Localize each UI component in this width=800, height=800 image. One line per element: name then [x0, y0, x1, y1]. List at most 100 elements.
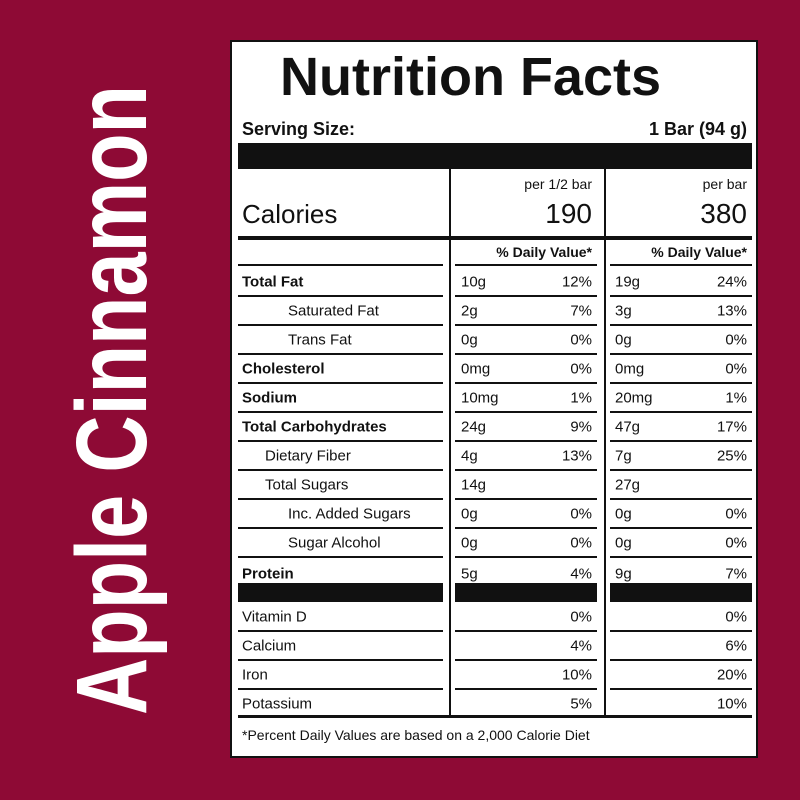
row-rule — [610, 556, 752, 558]
nutrient-amount: 20mg — [615, 389, 653, 407]
vitamin-dv: 6% — [725, 637, 747, 655]
row-rule — [238, 295, 443, 297]
nutrient-name: Total Carbohydrates — [242, 418, 387, 436]
row-rule — [610, 469, 752, 471]
nutrient-name: Inc. Added Sugars — [288, 505, 411, 523]
calories-label: Calories — [242, 199, 338, 229]
row-rule — [455, 556, 597, 558]
row-rule — [610, 659, 752, 661]
row-rule — [455, 688, 597, 690]
nutrient-dv: 0% — [570, 360, 592, 378]
nutrient-dv: 0% — [570, 505, 592, 523]
thick-rule — [238, 236, 752, 240]
nutrient-amount: 0g — [615, 534, 632, 552]
nutrient-dv: 7% — [725, 565, 747, 583]
row-rule — [610, 264, 752, 266]
nutrient-dv: 1% — [725, 389, 747, 407]
serving-label: Serving Size: — [242, 119, 356, 139]
nutrient-dv: 9% — [570, 418, 592, 436]
row-rule — [238, 411, 443, 413]
row-rule — [610, 498, 752, 500]
row-rule — [610, 295, 752, 297]
nutrient-name: Total Sugars — [265, 476, 349, 494]
column-divider — [449, 169, 451, 717]
vitamin-name: Iron — [242, 666, 268, 684]
nutrient-name: Cholesterol — [242, 360, 325, 378]
vitamin-dv: 4% — [570, 637, 592, 655]
nutrient-amount: 24g — [461, 418, 487, 436]
nutrient-name: Trans Fat — [288, 331, 352, 349]
nutrient-amount: 3g — [615, 302, 632, 320]
row-rule — [238, 382, 443, 384]
nutrient-amount: 47g — [615, 418, 641, 436]
vitamin-name: Vitamin D — [242, 608, 307, 626]
nutrient-amount: 7g — [615, 447, 632, 465]
row-rule — [238, 688, 443, 690]
nutrient-amount: 2g — [461, 302, 478, 320]
row-rule — [455, 527, 597, 529]
row-rule — [610, 382, 752, 384]
row-rule — [610, 440, 752, 442]
nutrient-amount: 0g — [615, 331, 632, 349]
thick-bar — [238, 143, 752, 169]
nutrient-dv: 0% — [725, 534, 747, 552]
nutrient-amount: 27g — [615, 476, 641, 494]
row-rule — [610, 411, 752, 413]
vitamin-name: Calcium — [242, 637, 297, 655]
nutrient-dv: 0% — [725, 360, 747, 378]
nutrient-amount: 0g — [461, 534, 478, 552]
vitamin-dv: 10% — [716, 695, 747, 713]
row-rule — [238, 469, 443, 471]
dv-heading: % Daily Value* — [651, 244, 747, 260]
nutrient-amount: 9g — [615, 565, 632, 583]
column-divider — [604, 169, 606, 717]
thick-bar — [238, 583, 443, 602]
nutrient-amount: 0g — [461, 331, 478, 349]
row-rule — [455, 440, 597, 442]
nutrient-name: Total Fat — [242, 273, 304, 291]
row-rule — [610, 527, 752, 529]
nutrient-amount: 10g — [461, 273, 487, 291]
side-banner: Apple Cinnamon — [56, 85, 168, 715]
row-rule — [610, 688, 752, 690]
nutrient-dv: 0% — [725, 331, 747, 349]
thick-rule — [238, 715, 752, 718]
side-title: Apple Cinnamon — [56, 85, 168, 715]
label-title: Nutrition Facts — [280, 47, 662, 107]
row-rule — [455, 659, 597, 661]
thick-bar — [610, 583, 752, 602]
vitamin-dv: 10% — [561, 666, 592, 684]
nutrient-name: Saturated Fat — [288, 302, 379, 320]
row-rule — [238, 264, 443, 266]
row-rule — [455, 498, 597, 500]
footnote: *Percent Daily Values are based on a 2,0… — [242, 727, 590, 743]
nutrient-name: Protein — [242, 565, 294, 583]
row-rule — [455, 411, 597, 413]
nutrient-dv: 0% — [570, 534, 592, 552]
nutrient-dv: 24% — [716, 273, 747, 291]
nutrient-dv: 25% — [716, 447, 747, 465]
nutrient-amount: 0g — [461, 505, 478, 523]
row-rule — [455, 264, 597, 266]
row-rule — [238, 630, 443, 632]
nutrient-dv: 7% — [570, 302, 592, 320]
nutrient-amount: 5g — [461, 565, 478, 583]
vitamin-dv: 5% — [570, 695, 592, 713]
row-rule — [238, 498, 443, 500]
serving-value: 1 Bar (94 g) — [648, 119, 747, 139]
row-rule — [238, 659, 443, 661]
nutrient-dv: 13% — [716, 302, 747, 320]
row-rule — [455, 469, 597, 471]
nutrient-dv: 4% — [570, 565, 592, 583]
calories-value: 190 — [545, 198, 592, 229]
nutrient-amount: 0g — [615, 505, 632, 523]
row-rule — [610, 353, 752, 355]
row-rule — [238, 324, 443, 326]
calories-value: 380 — [700, 198, 747, 229]
nutrient-amount: 0mg — [615, 360, 645, 378]
nutrient-dv: 17% — [716, 418, 747, 436]
nutrient-amount: 19g — [615, 273, 641, 291]
nutrient-dv: 13% — [561, 447, 592, 465]
nutrient-dv: 1% — [570, 389, 592, 407]
